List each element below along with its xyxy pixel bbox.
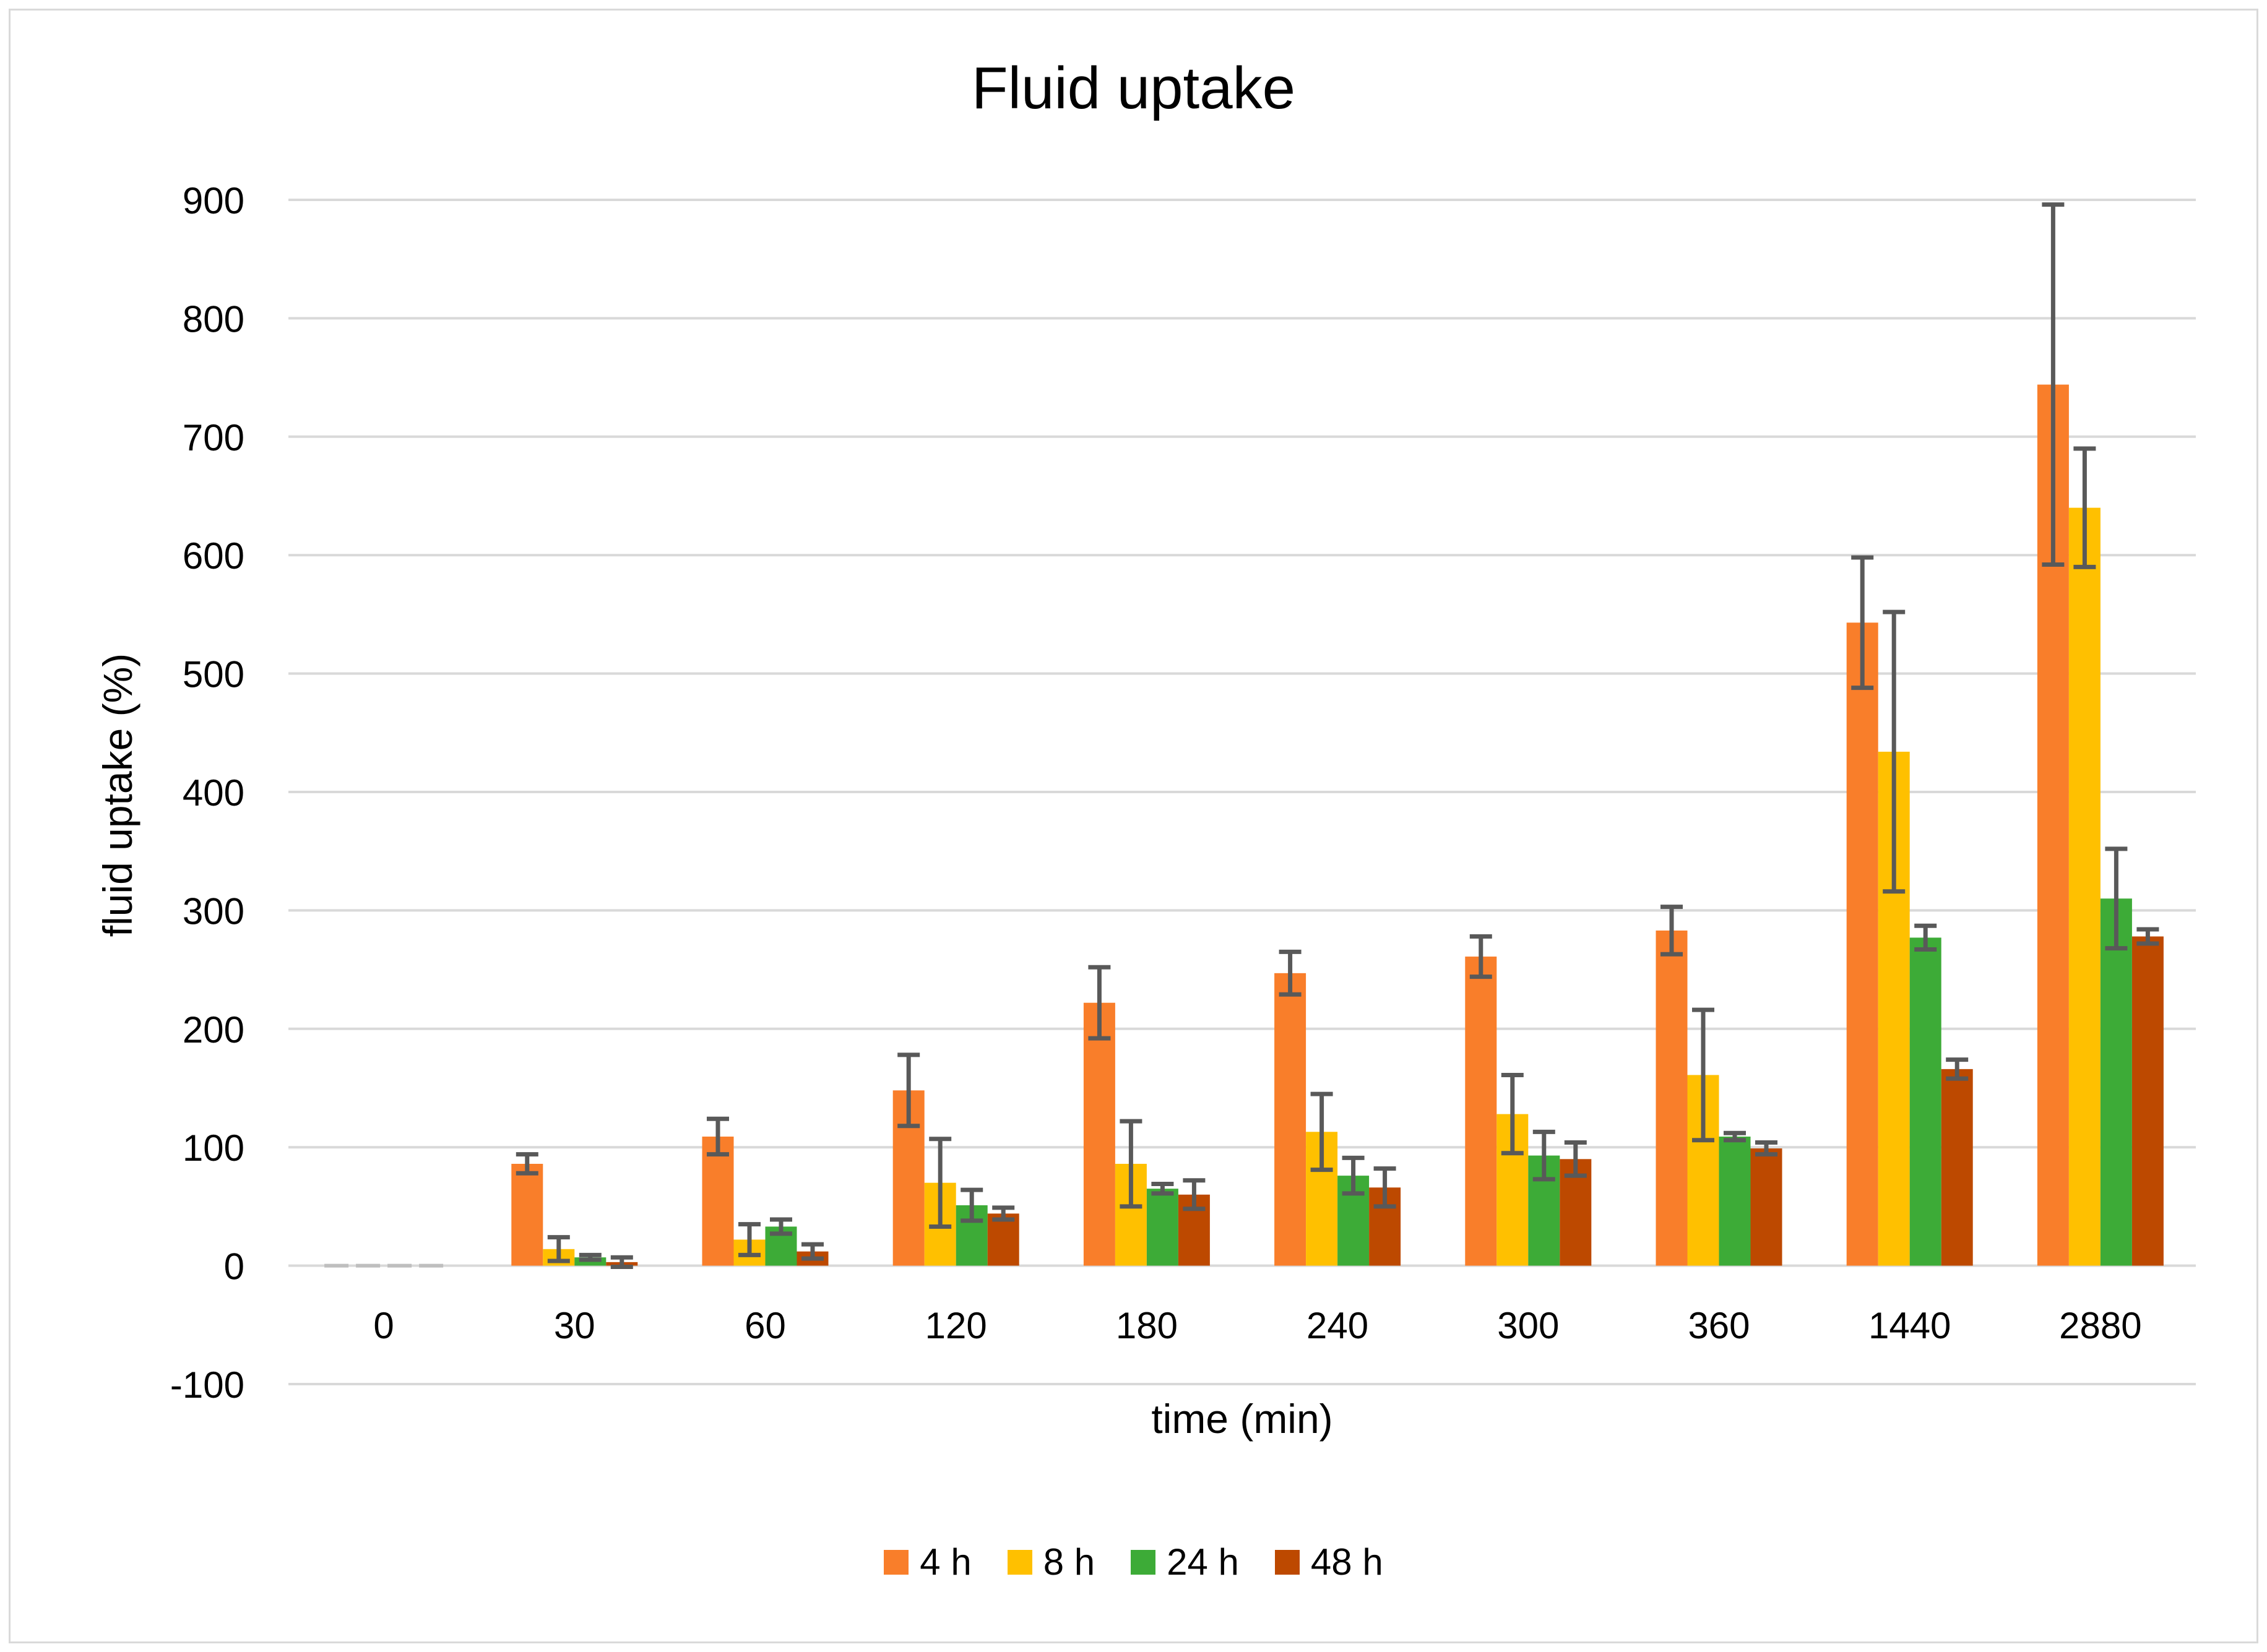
y-tick-label: 200 [183,1009,244,1051]
bar [2068,507,2101,1266]
error-bar [738,1222,761,1257]
bar [1656,930,1688,1266]
error-bar [929,1137,952,1229]
error-bars [516,202,2159,1270]
legend-swatch [884,1549,909,1575]
error-bar [961,1187,983,1223]
y-tick-label: 900 [183,180,244,222]
error-bar [1501,1072,1524,1156]
legend-label: 4 h [920,1541,972,1583]
error-bar [1183,1178,1206,1211]
bars [324,384,2164,1268]
x-tick-labels: 0 30 60 120 180 240 300 360 1440 2880 [373,1305,2141,1346]
error-bar [1692,1007,1714,1143]
error-bar [2042,202,2065,567]
bar [1846,622,1878,1266]
error-bar [1279,949,1302,997]
error-bar [2073,446,2096,569]
bar [1909,937,1941,1266]
x-tick-label: 180 [1116,1305,1178,1346]
x-axis-label: time (min) [1151,1396,1333,1442]
error-bar [2136,927,2159,946]
legend-label: 48 h [1310,1541,1383,1583]
legend-swatch [1274,1549,1300,1575]
y-tick-label: 800 [183,298,244,340]
y-tick-label: -100 [170,1364,244,1406]
bar [1274,973,1306,1266]
error-bar [1088,965,1111,1041]
bar [1750,1148,1782,1266]
error-bar [1883,609,1906,894]
y-tick-label: 100 [183,1127,244,1169]
error-bar [610,1255,633,1270]
y-tick-label: 700 [183,417,244,458]
bar [987,1213,1019,1266]
x-tick-label: 0 [373,1305,394,1346]
y-tick-labels: -100 0 100 200 300 400 500 600 700 800 900 [170,180,244,1406]
x-tick-label: 300 [1497,1305,1559,1346]
x-tick-label: 2880 [2059,1305,2141,1346]
error-bar [2105,846,2128,951]
error-bar [579,1252,602,1262]
error-bar [1914,923,1937,952]
error-bar [992,1205,1015,1222]
bar [1083,1002,1115,1266]
error-bar [1851,555,1874,690]
error-bar [770,1217,792,1236]
error-bar [1151,1182,1174,1196]
bar [2131,936,2164,1266]
y-axis-label: fluid uptake (%) [95,653,140,937]
bar [1465,957,1497,1266]
x-tick-label: 60 [745,1305,786,1346]
error-bar [1946,1057,1969,1081]
error-bar [1310,1091,1333,1172]
legend: 4 h 8 h 24 h 48 h [0,1541,2267,1583]
bar [1941,1069,1973,1266]
bar [1146,1189,1178,1266]
legend-label: 24 h [1167,1541,1239,1583]
error-bar [1532,1129,1555,1182]
legend-swatch [1131,1549,1156,1575]
bar [511,1163,543,1266]
y-tick-label: 600 [183,535,244,577]
bar [1719,1136,1751,1266]
y-tick-label: 500 [183,654,244,695]
y-tick-label: 400 [183,772,244,814]
legend-item: 4 h [884,1541,972,1583]
x-tick-label: 1440 [1868,1305,1951,1346]
error-bar [547,1235,570,1263]
error-bar [897,1052,920,1129]
chart-title: Fluid uptake [972,55,1295,121]
error-bar [707,1116,729,1157]
error-bar [1724,1130,1746,1143]
legend-item: 48 h [1274,1541,1383,1583]
legend-item: 8 h [1007,1541,1095,1583]
bar [702,1136,734,1266]
error-bar [801,1242,824,1261]
y-tick-label: 300 [183,890,244,932]
x-tick-label: 120 [925,1305,987,1346]
error-bar [516,1152,538,1176]
error-bar [1469,934,1492,979]
x-tick-label: 240 [1306,1305,1368,1346]
error-bar [1564,1140,1587,1178]
x-tick-label: 360 [1688,1305,1750,1346]
error-bar [1373,1166,1396,1209]
y-tick-label: 0 [224,1246,244,1288]
error-bar [1755,1140,1777,1157]
error-bar [1342,1155,1365,1196]
error-bar [1660,905,1683,957]
bar [2100,898,2132,1266]
x-tick-label: 30 [554,1305,595,1346]
legend-item: 24 h [1131,1541,1239,1583]
error-bar [1120,1119,1142,1209]
legend-swatch [1007,1549,1032,1575]
legend-label: 8 h [1043,1541,1095,1583]
